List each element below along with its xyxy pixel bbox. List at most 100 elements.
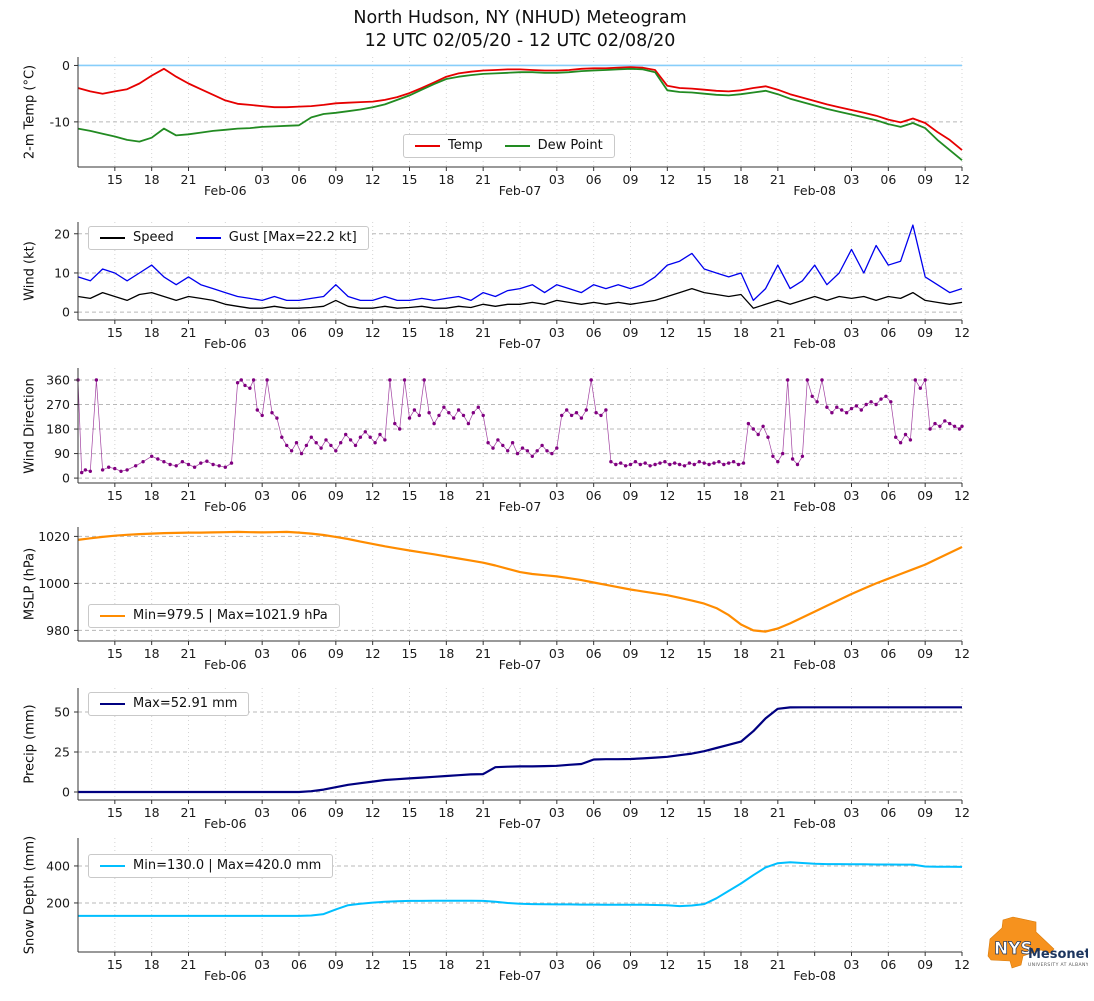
- wind-dir-point: [849, 406, 854, 411]
- dew-line: [77, 67, 963, 161]
- x-tick-label: 09: [623, 957, 639, 972]
- x-tick-label: 09: [623, 325, 639, 340]
- wind-dir-point: [560, 413, 564, 418]
- x-tick-label: 03: [844, 325, 860, 340]
- wind-dir-point: [746, 421, 751, 426]
- x-tick-label: 06: [880, 172, 896, 187]
- x-tick-label: 18: [438, 488, 454, 503]
- wind-dir-point: [174, 464, 178, 468]
- wind-dir-point: [535, 449, 539, 453]
- wind-dir-point: [373, 441, 377, 445]
- wind-dir-point: [398, 427, 402, 431]
- wind-dir-point: [319, 446, 323, 450]
- x-tick-label: 03: [254, 957, 270, 972]
- wind-dir-point: [260, 413, 264, 418]
- x-tick-label: Feb-06: [204, 183, 247, 198]
- legend-entry-mslp: Min=979.5 | Max=1021.9 hPa: [100, 608, 328, 623]
- x-tick-label: 06: [586, 488, 602, 503]
- wind-dir-point: [722, 462, 726, 467]
- wind-dir-point: [633, 460, 638, 464]
- wind-dir-point: [289, 449, 294, 453]
- x-tick-label: 21: [181, 957, 197, 972]
- legend-label-temp: Temp: [448, 138, 483, 153]
- gust-line: [77, 224, 963, 302]
- legend-entry-speed: Speed: [100, 230, 174, 245]
- wind-dir-point: [107, 465, 111, 469]
- wind-dir-point: [501, 443, 505, 448]
- x-tick-label: 06: [291, 957, 307, 972]
- page-subtitle: 12 UTC 02/05/20 - 12 UTC 02/08/20: [364, 31, 676, 51]
- wind-dir-point: [496, 438, 500, 442]
- wind-dir-point: [599, 413, 603, 418]
- x-tick-label: 15: [696, 957, 712, 972]
- x-tick-label: Feb-08: [793, 816, 836, 831]
- wind-dir-point: [186, 462, 191, 467]
- wind-dir-point: [141, 460, 145, 464]
- wind-dir-point: [339, 441, 343, 445]
- x-tick-label: 06: [880, 488, 896, 503]
- x-tick-label: 18: [438, 325, 454, 340]
- y-tick-label: 180: [46, 422, 70, 437]
- wind-dir-point: [692, 462, 696, 467]
- wind-dir-point: [280, 435, 284, 439]
- x-tick-label: Feb-07: [499, 968, 542, 983]
- panel-precip: 15 18 21 Feb-06 03 06 09 12 15 18 21 Feb-07 03 06 09 12…: [54, 688, 970, 831]
- precip-line-swatch: [100, 702, 125, 706]
- wind-dir-point: [776, 460, 780, 464]
- snow-depth-line-swatch: [100, 864, 125, 868]
- wind-dir-point: [545, 449, 549, 453]
- legend-label-precip: Max=52.91 mm: [133, 696, 238, 711]
- wind-dir-point: [628, 462, 633, 467]
- wind-dir-point: [908, 438, 913, 442]
- wind-dir-point: [584, 408, 588, 412]
- wind-dir-point: [358, 435, 363, 439]
- legend-mslp: Min=979.5 | Max=1021.9 hPa: [88, 604, 340, 629]
- x-tick-label: 21: [770, 172, 786, 187]
- x-tick-label: 06: [291, 325, 307, 340]
- x-tick-label: 03: [844, 488, 860, 503]
- wind-dir-point: [751, 427, 755, 431]
- x-tick-label: 15: [402, 957, 418, 972]
- x-tick-label: Feb-06: [204, 968, 247, 983]
- x-tick-label: 12: [954, 488, 970, 503]
- wind-dir-point: [285, 443, 289, 448]
- wind-dir-point: [854, 404, 859, 408]
- y-tick-label: 20: [54, 226, 70, 241]
- x-tick-label: 15: [107, 172, 123, 187]
- wind-dir-point: [948, 421, 952, 426]
- x-tick-label: 03: [254, 805, 270, 820]
- wind-dir-point: [363, 430, 367, 434]
- legend-entry-dew-point: Dew Point: [504, 138, 603, 153]
- wind-dir-point: [192, 465, 197, 469]
- wind-dir-point: [938, 424, 942, 428]
- x-tick-label: 15: [696, 646, 712, 661]
- x-tick-label: 21: [181, 488, 197, 503]
- wind-dir-point: [304, 443, 309, 448]
- x-tick-label: 21: [475, 646, 491, 661]
- x-tick-label: 18: [438, 957, 454, 972]
- wind-dir-point: [211, 462, 215, 467]
- y-tick-label: 0: [62, 785, 70, 800]
- y-tick-label: 980: [46, 623, 70, 638]
- x-tick-label: Feb-07: [499, 336, 542, 351]
- wind-dir-point: [825, 405, 829, 409]
- wind-dir-point: [830, 411, 834, 415]
- x-tick-label: Feb-06: [204, 499, 247, 514]
- wind-dir-point: [299, 451, 304, 456]
- wind-dir-point: [324, 438, 328, 442]
- x-tick-label: 18: [733, 488, 749, 503]
- wind-dir-point: [594, 411, 598, 415]
- x-tick-label: 12: [954, 957, 970, 972]
- x-tick-label: 15: [696, 805, 712, 820]
- wind-dir-point: [761, 424, 765, 428]
- wind-dir-point: [604, 408, 608, 412]
- panel-wind: 15 18 21 Feb-06 03 06 09 12 15 18 21 Feb-07 03 06 09 12…: [54, 222, 970, 351]
- wind-dir-point: [810, 394, 814, 398]
- x-tick-label: 03: [254, 325, 270, 340]
- legend-label-dew-point: Dew Point: [537, 138, 603, 153]
- legend-label-snow-depth: Min=130.0 | Max=420.0 mm: [133, 858, 322, 873]
- wind-dir-point: [205, 459, 209, 463]
- wind-dir-point: [884, 394, 888, 398]
- x-tick-label: 06: [291, 805, 307, 820]
- wind-dir-point: [402, 378, 407, 382]
